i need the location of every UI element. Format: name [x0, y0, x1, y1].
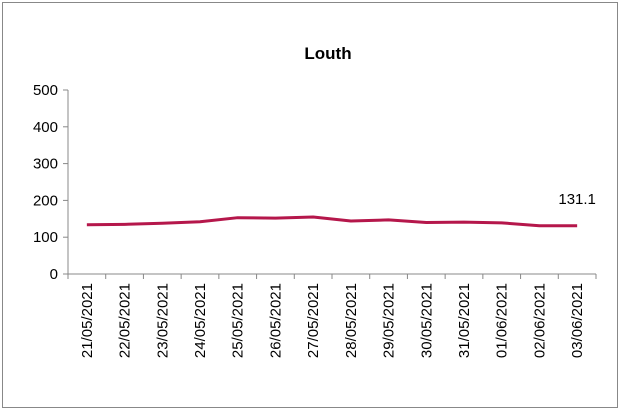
- data-line: [86, 215, 578, 228]
- x-tick-label: 03/06/2021: [569, 283, 586, 358]
- y-tick-label: 0: [50, 266, 58, 283]
- y-tick-label: 200: [33, 192, 58, 209]
- y-tick-label: 500: [33, 82, 58, 99]
- x-tick-label: 28/05/2021: [343, 283, 360, 358]
- x-tick-label: 24/05/2021: [192, 283, 209, 358]
- x-tick-label: 27/05/2021: [305, 283, 322, 358]
- data-label: 131.1: [558, 191, 596, 208]
- y-tick-label: 300: [33, 156, 58, 173]
- y-tick-label: 100: [33, 229, 58, 246]
- x-tick-label: 01/06/2021: [494, 283, 511, 358]
- x-tick-label: 23/05/2021: [154, 283, 171, 358]
- x-tick-label: 26/05/2021: [267, 283, 284, 358]
- x-tick-label: 21/05/2021: [79, 283, 96, 358]
- y-tick-label: 400: [33, 119, 58, 136]
- chart-title: Louth: [304, 44, 351, 63]
- x-tick-label: 02/06/2021: [531, 283, 548, 358]
- x-tick-label: 29/05/2021: [381, 283, 398, 358]
- x-tick-label: 22/05/2021: [117, 283, 134, 358]
- x-tick-label: 25/05/2021: [230, 283, 247, 358]
- x-tick-label: 31/05/2021: [456, 283, 473, 358]
- x-tick-label: 30/05/2021: [418, 283, 435, 358]
